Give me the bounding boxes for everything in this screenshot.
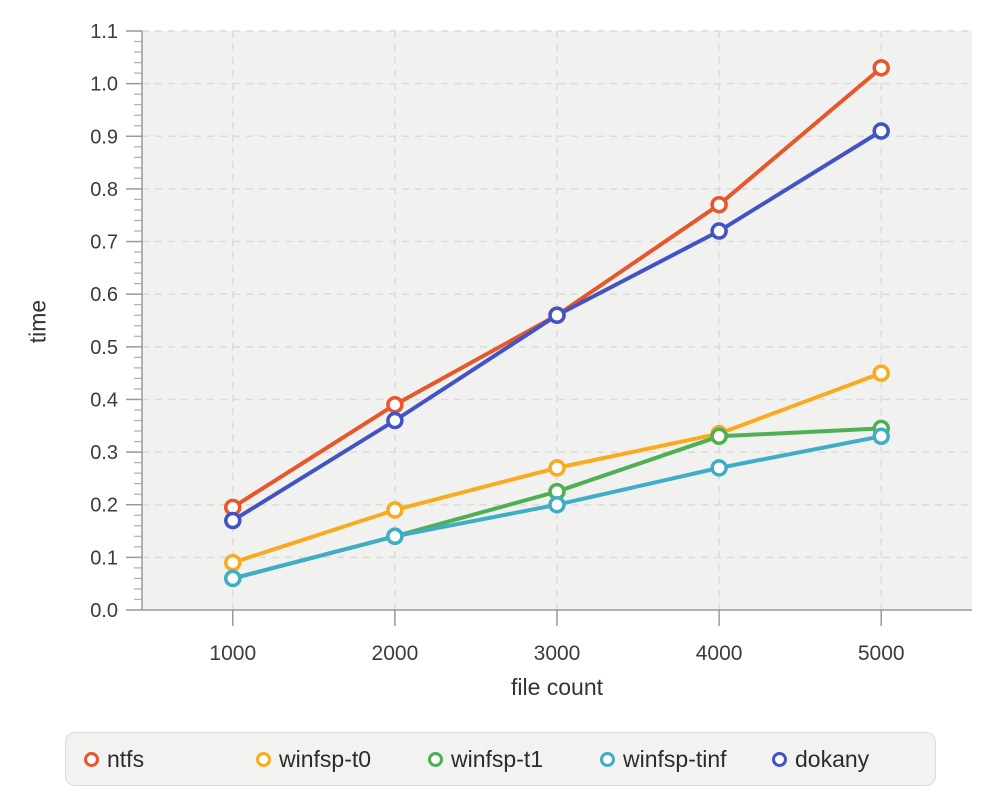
y-tick-label: 1.1	[90, 21, 118, 43]
legend-item-winfsp-t1[interactable]: winfsp-t1	[428, 746, 600, 773]
data-point-dokany-4000	[710, 222, 728, 240]
data-point-winfsp-tinf-3000	[548, 495, 566, 514]
legend-item-winfsp-tinf[interactable]: winfsp-tinf	[600, 746, 772, 773]
data-point-winfsp-t0-1000	[224, 553, 242, 572]
data-point-winfsp-tinf-4000	[710, 459, 728, 477]
y-tick-label: 0.0	[90, 600, 118, 622]
data-point-ntfs-2000	[386, 395, 404, 414]
y-tick-label: 0.3	[90, 442, 118, 464]
y-tick-label: 0.5	[90, 337, 118, 359]
data-point-dokany-3000	[548, 306, 566, 324]
series-winfsp-tinf	[224, 427, 890, 588]
x-tick-label: 2000	[372, 642, 419, 665]
x-tick-label: 1000	[209, 642, 256, 665]
legend-marker-icon	[256, 751, 271, 767]
data-point-dokany-2000	[386, 411, 404, 430]
data-point-winfsp-t0-3000	[548, 459, 566, 477]
legend-marker-icon	[600, 751, 615, 767]
data-point-winfsp-t0-5000	[872, 364, 890, 382]
y-minor-ticks	[134, 40, 142, 601]
x-axis-title: file count	[510, 674, 604, 700]
x-axis-ticks: 1000 2000 3000 4000 5000	[209, 610, 905, 665]
legend-marker-icon	[84, 751, 99, 767]
legend-marker-icon	[428, 751, 443, 767]
y-tick-label: 1.0	[90, 74, 118, 96]
y-tick-label: 0.7	[90, 232, 118, 254]
data-point-winfsp-t0-2000	[386, 501, 404, 519]
legend: ntfs winfsp-t0 winfsp-t1 winfsp-tinf dokany	[65, 732, 936, 786]
data-point-winfsp-tinf-1000	[224, 569, 242, 588]
data-point-ntfs-4000	[710, 195, 728, 214]
x-tick-label: 5000	[858, 642, 905, 665]
legend-label: ntfs	[107, 745, 145, 772]
data-point-dokany-1000	[224, 511, 242, 530]
data-point-winfsp-t1-4000	[710, 427, 728, 446]
gridlines	[142, 30, 972, 610]
data-point-dokany-5000	[872, 122, 890, 140]
y-tick-label: 0.9	[90, 126, 118, 148]
legend-item-ntfs[interactable]: ntfs	[84, 746, 256, 773]
legend-item-dokany[interactable]: dokany	[772, 746, 869, 773]
x-tick-label: 4000	[696, 642, 743, 665]
y-tick-label: 0.8	[90, 179, 118, 201]
legend-label: winfsp-tinf	[623, 745, 727, 772]
y-axis-title: time	[24, 299, 51, 344]
data-point-winfsp-tinf-5000	[872, 427, 890, 446]
data-point-winfsp-tinf-2000	[386, 527, 404, 546]
legend-label: winfsp-t0	[279, 745, 372, 772]
legend-marker-icon	[772, 751, 787, 767]
legend-label: dokany	[795, 745, 870, 772]
y-tick-label: 0.6	[90, 284, 118, 306]
legend-item-winfsp-t0[interactable]: winfsp-t0	[256, 746, 428, 773]
data-point-ntfs-5000	[872, 59, 890, 77]
y-tick-label: 0.2	[90, 495, 118, 517]
y-axis-ticks: 0.0 0.1 0.2 0.3 0.4 0.5 0.6 0.7 0.8 0.9 1.0 1.1	[90, 21, 142, 622]
y-tick-label: 0.4	[90, 389, 118, 411]
legend-label: winfsp-t1	[451, 745, 544, 772]
y-tick-label: 0.1	[90, 547, 118, 569]
x-tick-label: 3000	[534, 642, 581, 665]
series-dokany	[224, 122, 890, 530]
